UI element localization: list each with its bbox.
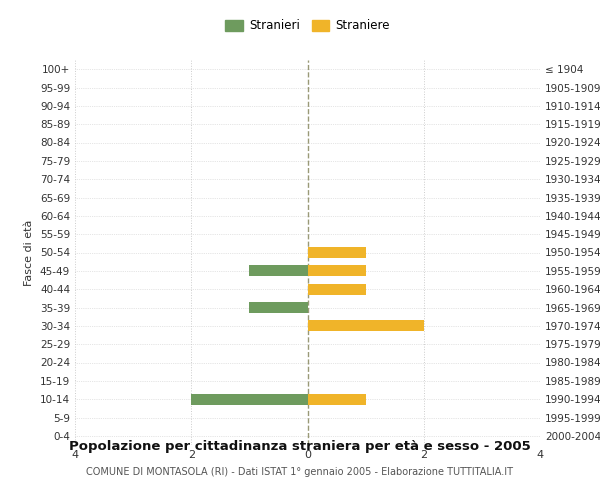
Bar	[250, 302, 308, 313]
Text: Popolazione per cittadinanza straniera per età e sesso - 2005: Popolazione per cittadinanza straniera p…	[69, 440, 531, 453]
Bar	[308, 284, 365, 294]
Bar	[308, 266, 365, 276]
Legend: Stranieri, Straniere: Stranieri, Straniere	[222, 16, 393, 36]
Bar	[191, 394, 308, 404]
Text: COMUNE DI MONTASOLA (RI) - Dati ISTAT 1° gennaio 2005 - Elaborazione TUTTITALIA.: COMUNE DI MONTASOLA (RI) - Dati ISTAT 1°…	[86, 467, 514, 477]
Bar	[308, 394, 365, 404]
Bar	[308, 247, 365, 258]
Bar	[308, 320, 424, 332]
Y-axis label: Fasce di età: Fasce di età	[25, 220, 34, 286]
Bar	[250, 266, 308, 276]
